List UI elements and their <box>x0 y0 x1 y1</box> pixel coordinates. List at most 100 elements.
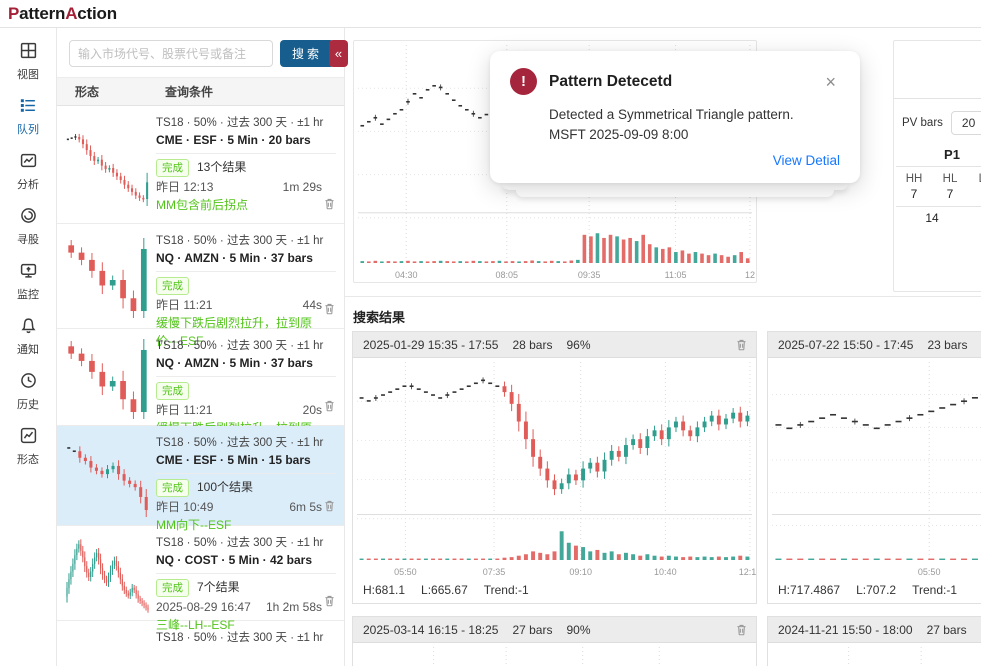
result-range: 2025-07-22 15:50 - 17:45 <box>778 337 914 352</box>
sidebar-item-monitor[interactable]: 监控 <box>0 258 56 306</box>
queue-card[interactable]: TS18 · 50% · 过去 300 天 · ±1 hr NQ · AMZN … <box>57 218 344 348</box>
column-pattern: 形态 <box>75 85 100 99</box>
search-button[interactable]: 搜索 <box>280 40 334 67</box>
query-conditions: TS18 · 50% · 过去 300 天 · ±1 hr <box>156 437 324 449</box>
result-candlestick-chart <box>768 643 981 666</box>
val-hl: 7 <box>946 187 954 201</box>
pv-bars-label: PV bars <box>902 117 943 129</box>
search-results-title: 搜索结果 <box>353 310 406 325</box>
col-hl: HL <box>942 173 958 185</box>
sidebar-item-analysis[interactable]: 分析 <box>0 148 56 196</box>
col-hh: HH <box>905 173 923 185</box>
svg-text:12: 12 <box>745 270 755 280</box>
delete-icon[interactable] <box>735 338 748 354</box>
result-trend: Trend:-1 <box>483 583 529 597</box>
delete-icon[interactable] <box>323 302 336 320</box>
sidebar-item-label: 视图 <box>17 69 39 81</box>
results-count: 100个结果 <box>197 480 254 495</box>
collapse-panel-button[interactable]: « <box>329 40 348 67</box>
results-count: 13个结果 <box>197 160 247 175</box>
queue-search-row: 搜索 <box>57 28 344 77</box>
delete-icon[interactable] <box>323 594 336 612</box>
run-duration: 1m 29s <box>282 180 322 195</box>
notification-message: Detected a Symmetrical Triangle pattern.… <box>549 107 794 142</box>
queue-panel: 搜索 « 形态 查询条件 TS18 · 50% · 过去 300 天 · ±1 … <box>57 28 348 666</box>
pivot-group-p1: P1 HH HL LH 7 7 4 14 <box>896 147 981 225</box>
run-time: 昨日 11:21 <box>156 403 213 418</box>
query-conditions: TS18 · 50% · 过去 300 天 · ±1 hr <box>156 537 324 549</box>
queue-card[interactable]: TS18 · 50% · 过去 300 天 · ±1 hr CME · ESF … <box>57 106 344 224</box>
val-lh: 4 <box>968 187 981 201</box>
status-badge: 完成 <box>156 579 189 598</box>
delete-icon[interactable] <box>323 499 336 517</box>
result-candlestick-chart: 05:50 07:35 09:10 10:40 12:10 <box>353 358 761 579</box>
delete-icon[interactable] <box>323 197 336 215</box>
query-conditions: TS18 · 50% · 过去 300 天 · ±1 hr <box>156 632 324 644</box>
sidebar-item-label: 监控 <box>17 289 39 301</box>
notification-popup: ! Pattern Detecetd × Detected a Symmetri… <box>490 51 860 184</box>
pattern-thumbnail <box>61 126 156 209</box>
pattern-note: MM向下--ESF <box>156 518 232 533</box>
results-count: 7个结果 <box>197 580 240 595</box>
result-bars: 28 bars <box>512 337 553 352</box>
svg-text:11:05: 11:05 <box>665 270 687 280</box>
pivot-total: 14 <box>896 206 968 225</box>
result-low: L:665.67 <box>421 583 468 597</box>
query-conditions: TS18 · 50% · 过去 300 天 · ±1 hr <box>156 117 324 129</box>
pattern-thumbnail <box>61 535 156 615</box>
queue-card[interactable]: TS18 · 50% · 过去 300 天 · ±1 hr NQ · COST … <box>57 621 344 644</box>
pivot-group-title: P1 <box>896 147 981 167</box>
delete-icon[interactable] <box>735 623 748 639</box>
queue-card-selected[interactable]: TS18 · 50% · 过去 300 天 · ±1 hr CME · ESF … <box>57 426 344 532</box>
sidebar-item-label: 分析 <box>17 179 39 191</box>
result-card: 2025-01-29 15:35 - 17:55 28 bars 96% 05:… <box>352 331 761 604</box>
result-trend: Trend:-1 <box>912 583 958 597</box>
svg-text:10:40: 10:40 <box>654 567 677 577</box>
sidebar-item-history[interactable]: 历史 <box>0 368 56 416</box>
result-bars: 27 bars <box>512 622 553 637</box>
queue-card-list: TS18 · 50% · 过去 300 天 · ±1 hr CME · ESF … <box>57 106 344 644</box>
run-time: 昨日 11:21 <box>156 298 213 313</box>
svg-text:04:30: 04:30 <box>395 270 418 280</box>
pv-bars-input[interactable] <box>950 111 981 135</box>
bell-icon <box>20 317 37 339</box>
notification-stack: ! Pattern Detecetd × Detected a Symmetri… <box>490 51 860 198</box>
pattern-thumbnail <box>61 218 156 341</box>
run-time: 昨日 12:13 <box>156 180 214 195</box>
queue-card[interactable]: TS18 · 50% · 过去 300 天 · ±1 hr NQ · AMZN … <box>57 319 344 453</box>
sidebar-item-label: 通知 <box>17 344 39 356</box>
sidebar-item-notifications[interactable]: 通知 <box>0 313 56 361</box>
svg-text:05:50: 05:50 <box>394 567 417 577</box>
view-detail-link[interactable]: View Detial <box>772 153 840 169</box>
result-high: H:717.4867 <box>778 583 841 597</box>
status-badge: 完成 <box>156 479 189 498</box>
result-card: 2025-07-22 15:50 - 17:45 23 bars 95% 05:… <box>767 331 981 604</box>
queue-card[interactable]: TS18 · 50% · 过去 300 天 · ±1 hr NQ · COST … <box>57 526 344 632</box>
top-bar: PatternAction <box>0 0 981 28</box>
sidebar-item-patterns[interactable]: 形态 <box>0 423 56 471</box>
result-match: 96% <box>566 337 591 352</box>
svg-text:12:10: 12:10 <box>739 567 756 577</box>
pattern-note: MM包含前后拐点 <box>156 198 248 213</box>
column-conditions: 查询条件 <box>165 85 214 99</box>
sidebar-item-queue[interactable]: 队列 <box>0 93 56 141</box>
svg-text:05:50: 05:50 <box>918 567 941 577</box>
queue-table-header: 形态 查询条件 <box>57 77 344 106</box>
sidebar-item-label: 历史 <box>17 399 39 411</box>
close-icon[interactable]: × <box>825 71 836 92</box>
stacked-notification <box>502 183 848 191</box>
notification-title: Pattern Detecetd <box>549 72 673 90</box>
instrument-line: CME · ESF · 5 Min · 15 bars <box>156 452 311 467</box>
search-input[interactable] <box>69 40 273 67</box>
instrument-line: NQ · AMZN · 5 Min · 37 bars <box>156 250 313 265</box>
result-bars: 27 bars <box>926 622 967 637</box>
sidebar-item-label: 寻股 <box>17 234 39 246</box>
result-candlestick-chart: 05:5008:35 <box>768 358 981 579</box>
pattern-thumbnail <box>61 437 156 518</box>
result-range: 2025-03-14 16:15 - 18:25 <box>363 622 499 637</box>
delete-icon[interactable] <box>323 399 336 417</box>
status-badge: 完成 <box>156 277 189 296</box>
sidebar-item-views[interactable]: 视图 <box>0 38 56 86</box>
sidebar-item-stock-scan[interactable]: 寻股 <box>0 203 56 251</box>
grid-icon <box>20 42 37 64</box>
